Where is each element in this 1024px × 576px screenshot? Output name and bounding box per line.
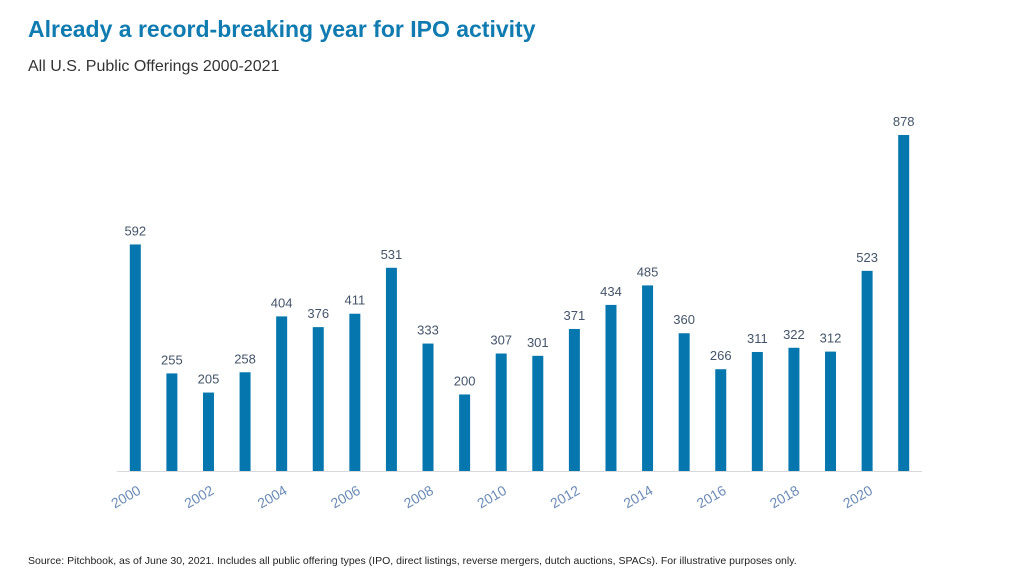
- x-tick-label-2012: 2012: [547, 482, 582, 512]
- bar-2013: [605, 304, 617, 471]
- bar-2001: [166, 373, 178, 471]
- data-label-2007: 531: [381, 247, 403, 262]
- data-label-2012: 371: [564, 308, 586, 323]
- chart-title: Already a record-breaking year for IPO a…: [28, 16, 536, 42]
- data-label-2019: 312: [820, 331, 842, 346]
- x-tick-label-2004: 2004: [255, 482, 290, 512]
- source-note: Source: Pitchbook, as of June 30, 2021. …: [28, 555, 797, 567]
- bar-2018: [788, 347, 800, 471]
- x-tick-label-2010: 2010: [474, 482, 509, 512]
- x-tick-label-2008: 2008: [401, 482, 436, 512]
- x-tick-label-2018: 2018: [767, 482, 802, 512]
- data-label-2018: 322: [783, 327, 805, 342]
- data-labels-layer: 592 255 205 258 404 376 411 531 333 200 307 301 371 4…: [124, 114, 914, 388]
- bar-2021: [898, 135, 910, 471]
- x-tick-labels-layer: 2000 2002 2004 2006 2008 2010 2012 2014 2016 2018…: [108, 482, 875, 512]
- data-label-2009: 200: [454, 373, 476, 388]
- bar-2006: [349, 313, 361, 471]
- x-tick-label-2016: 2016: [694, 482, 729, 512]
- bar-2014: [642, 285, 654, 471]
- data-label-2010: 307: [490, 333, 512, 348]
- bar-2016: [715, 369, 727, 471]
- data-label-2001: 255: [161, 352, 183, 367]
- bar-2008: [422, 343, 434, 471]
- bar-2007: [385, 267, 397, 471]
- bar-2012: [568, 329, 580, 471]
- data-label-2016: 266: [710, 348, 732, 363]
- data-label-2020: 523: [856, 250, 878, 265]
- x-tick-label-2014: 2014: [621, 482, 656, 512]
- bar-2002: [202, 392, 214, 471]
- chart-subtitle: All U.S. Public Offerings 2000-2021: [28, 58, 280, 75]
- bar-2015: [678, 333, 690, 471]
- x-tick-label-2002: 2002: [181, 482, 216, 512]
- data-label-2021: 878: [893, 114, 915, 129]
- data-label-2003: 258: [234, 351, 256, 366]
- bar-2017: [751, 351, 763, 471]
- bar-2000: [129, 244, 141, 471]
- bar-2011: [532, 355, 544, 471]
- data-label-2011: 301: [527, 335, 549, 350]
- x-tick-label-2006: 2006: [328, 482, 363, 512]
- data-label-2000: 592: [124, 223, 146, 238]
- bar-2003: [239, 372, 251, 471]
- data-label-2008: 333: [417, 323, 439, 338]
- bar-2009: [459, 394, 471, 471]
- data-label-2017: 311: [747, 331, 768, 346]
- bar-2020: [861, 270, 873, 471]
- data-label-2015: 360: [673, 312, 695, 327]
- x-tick-label-2000: 2000: [108, 482, 143, 512]
- data-label-2002: 205: [198, 372, 220, 387]
- data-label-2006: 411: [344, 293, 365, 308]
- bar-2004: [276, 316, 288, 471]
- data-label-2004: 404: [271, 295, 293, 310]
- bars-layer: [129, 135, 910, 471]
- bar-2010: [495, 353, 507, 471]
- bar-2005: [312, 327, 324, 471]
- bar-2019: [825, 351, 837, 471]
- x-tick-label-2020: 2020: [840, 482, 875, 512]
- data-label-2014: 485: [637, 264, 659, 279]
- data-label-2005: 376: [307, 306, 329, 321]
- data-label-2013: 434: [600, 284, 622, 299]
